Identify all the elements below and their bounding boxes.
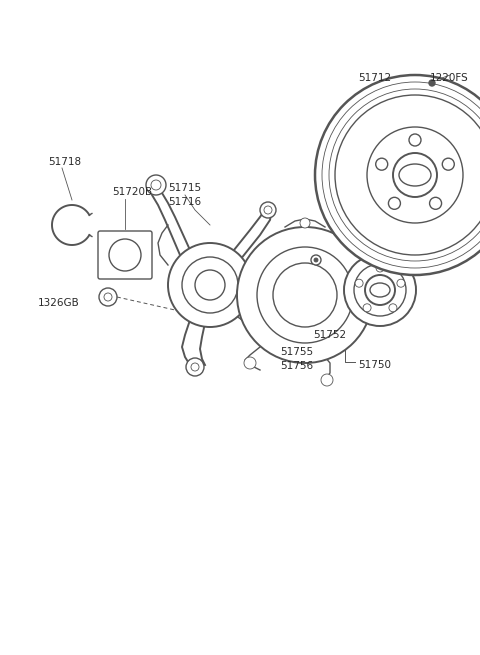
Circle shape xyxy=(315,75,480,275)
Text: 1220FS: 1220FS xyxy=(430,73,469,83)
Circle shape xyxy=(430,197,442,210)
Text: 51715: 51715 xyxy=(168,183,201,193)
Circle shape xyxy=(388,197,400,210)
Circle shape xyxy=(191,363,199,371)
Text: 1326GB: 1326GB xyxy=(38,298,80,308)
Circle shape xyxy=(146,175,166,195)
Circle shape xyxy=(311,255,321,265)
Ellipse shape xyxy=(370,283,390,297)
Circle shape xyxy=(314,258,318,262)
Circle shape xyxy=(329,89,480,261)
Circle shape xyxy=(109,239,141,271)
Circle shape xyxy=(335,95,480,255)
Text: 51716: 51716 xyxy=(168,197,201,207)
Circle shape xyxy=(244,357,256,369)
Circle shape xyxy=(363,304,371,312)
Circle shape xyxy=(367,127,463,223)
Circle shape xyxy=(393,153,437,197)
Circle shape xyxy=(376,264,384,272)
Circle shape xyxy=(182,257,238,313)
Circle shape xyxy=(168,243,252,327)
Circle shape xyxy=(321,374,333,386)
Circle shape xyxy=(260,202,276,218)
Circle shape xyxy=(354,264,406,316)
Circle shape xyxy=(397,279,405,287)
Circle shape xyxy=(300,218,310,228)
Circle shape xyxy=(264,206,272,214)
Text: 51756: 51756 xyxy=(280,361,313,371)
Circle shape xyxy=(99,288,117,306)
FancyBboxPatch shape xyxy=(98,231,152,279)
Circle shape xyxy=(429,80,435,86)
Circle shape xyxy=(266,299,278,311)
Text: 51720B: 51720B xyxy=(112,187,152,197)
Circle shape xyxy=(151,180,161,190)
Text: 51750: 51750 xyxy=(358,360,391,370)
Text: 51755: 51755 xyxy=(280,347,313,357)
Ellipse shape xyxy=(399,164,431,186)
Circle shape xyxy=(355,279,363,287)
Circle shape xyxy=(104,293,112,301)
Circle shape xyxy=(389,304,397,312)
Text: 51718: 51718 xyxy=(48,157,81,167)
Text: 51752: 51752 xyxy=(313,330,346,340)
Circle shape xyxy=(365,275,395,305)
Circle shape xyxy=(409,134,421,146)
Circle shape xyxy=(322,82,480,268)
Circle shape xyxy=(257,247,353,343)
Circle shape xyxy=(273,263,337,327)
Circle shape xyxy=(186,358,204,376)
Circle shape xyxy=(237,227,373,363)
Circle shape xyxy=(195,270,225,300)
Circle shape xyxy=(344,254,416,326)
Circle shape xyxy=(442,159,454,170)
Circle shape xyxy=(376,159,388,170)
Text: 51712: 51712 xyxy=(358,73,391,83)
